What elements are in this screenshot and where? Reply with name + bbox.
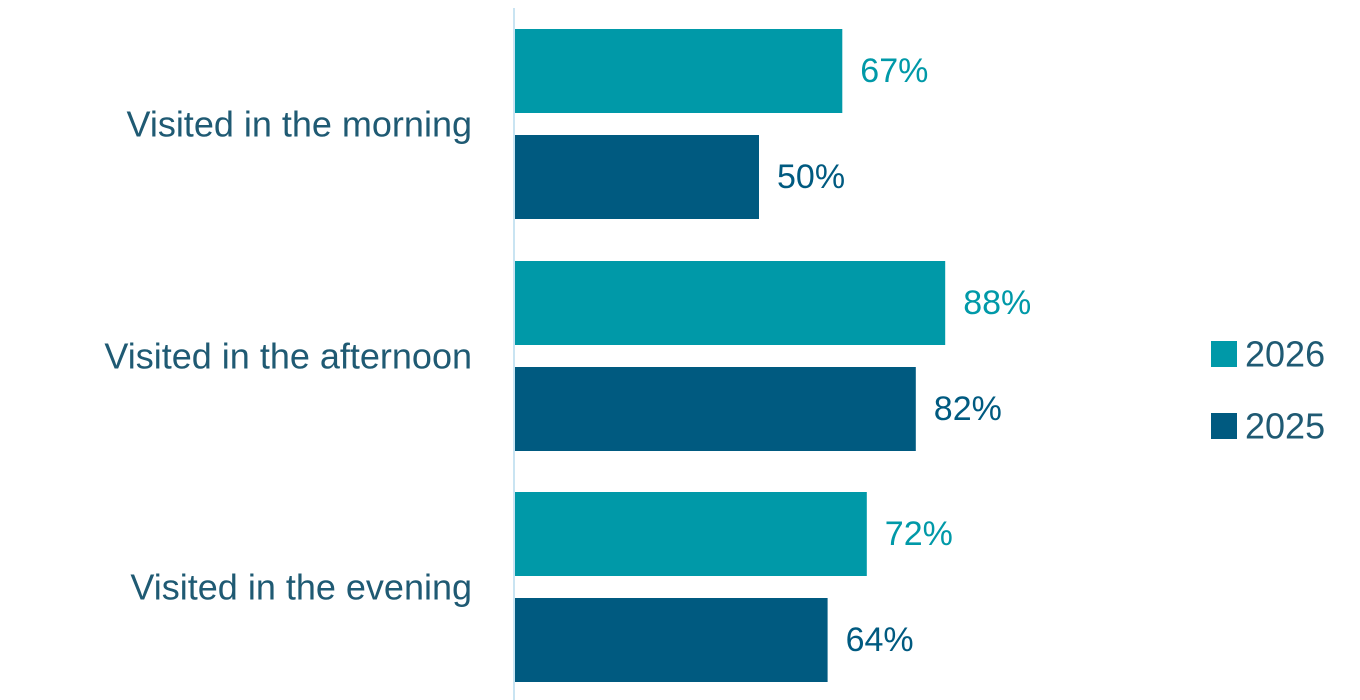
value-label-2025-1: 82% bbox=[934, 390, 1002, 428]
legend-label-2025: 2025 bbox=[1245, 406, 1325, 447]
legend: 2026 2025 bbox=[1211, 334, 1325, 447]
value-label-2025-2: 64% bbox=[846, 621, 914, 659]
category-labels-layer: Visited in the morning Visited in the aft… bbox=[104, 104, 472, 608]
bar-2026-2 bbox=[514, 492, 867, 576]
legend-label-2026: 2026 bbox=[1245, 334, 1325, 375]
value-label-2026-1: 88% bbox=[963, 284, 1031, 322]
category-label-0: Visited in the morning bbox=[126, 104, 472, 145]
value-label-2026-2: 72% bbox=[885, 515, 953, 553]
value-label-2026-0: 67% bbox=[860, 52, 928, 90]
bar-2026-0 bbox=[514, 29, 843, 113]
legend-swatch-2025 bbox=[1211, 413, 1237, 439]
category-label-2: Visited in the evening bbox=[130, 567, 472, 608]
bar-2025-0 bbox=[514, 135, 759, 219]
value-labels-layer: 67% 50% 88% 82% 72% 64% bbox=[777, 52, 1031, 659]
legend-swatch-2026 bbox=[1211, 341, 1237, 367]
bar-2025-2 bbox=[514, 598, 828, 682]
value-label-2025-0: 50% bbox=[777, 158, 845, 196]
bar-2025-1 bbox=[514, 367, 916, 451]
category-label-1: Visited in the afternoon bbox=[104, 336, 472, 377]
bar-2026-1 bbox=[514, 261, 946, 345]
bars-layer bbox=[514, 29, 946, 682]
